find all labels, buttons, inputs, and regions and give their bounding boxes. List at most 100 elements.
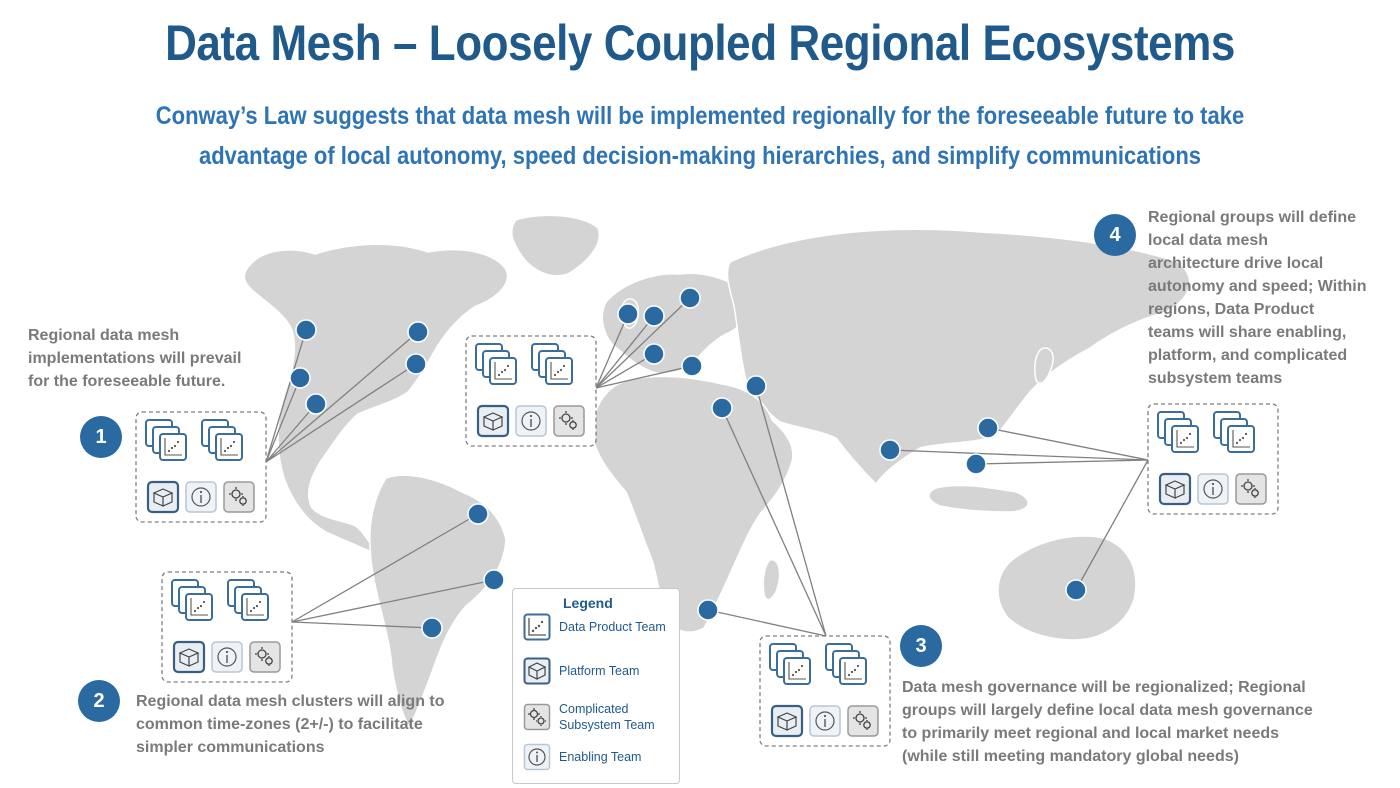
callout-4-line: autonomy and speed; Within <box>1148 278 1367 295</box>
connector-line <box>291 621 433 629</box>
callout-2-line: common time-zones (2+/-) to facilitate <box>136 716 423 733</box>
data-product-stack-icon <box>531 343 573 385</box>
callout-3-line: groups will largely define local data me… <box>902 702 1313 719</box>
complicated-subsystem-icon <box>1235 473 1267 505</box>
subtitle-line-1: Conway’s Law suggests that data mesh wil… <box>155 102 1245 130</box>
enabling-icon <box>523 743 551 771</box>
callout-3-line: Data mesh governance will be regionalize… <box>902 679 1306 696</box>
callout-4-line: Regional groups will define <box>1148 209 1357 226</box>
cluster-americas-south <box>161 571 293 683</box>
legend-label: Platform Team <box>559 664 640 678</box>
callout-1-line: for the foreseeable future. <box>28 373 226 390</box>
location-dots <box>289 287 1087 639</box>
legend-label: Enabling Team <box>559 750 642 764</box>
connector-line <box>265 363 417 463</box>
connector-line <box>1075 459 1149 591</box>
location-dot <box>643 343 665 365</box>
data-product-stack-icon <box>227 579 269 621</box>
asia-shape <box>726 228 1191 486</box>
south-america-shape <box>369 474 507 730</box>
cluster-africa <box>759 635 891 747</box>
callout-4-badge: 4 <box>1094 214 1136 256</box>
data-product-stack-icon <box>171 579 213 621</box>
callout-4-line: architecture drive local <box>1148 255 1324 272</box>
location-dot <box>679 287 701 309</box>
location-dot <box>295 319 317 341</box>
enabling-icon <box>515 405 547 437</box>
location-dot <box>1065 579 1087 601</box>
complicated-subsystem-icon <box>847 705 879 737</box>
connector-line <box>291 579 495 623</box>
callout-4-line: regions, Data Product <box>1148 301 1315 318</box>
callout-4-line: platform, and complicated <box>1148 347 1348 364</box>
complicated-subsystem-icon <box>223 481 255 513</box>
connector-line <box>707 609 827 637</box>
location-dot <box>745 375 767 397</box>
platform-icon <box>770 704 804 738</box>
madagascar-shape <box>762 559 781 601</box>
connector-line <box>265 331 419 463</box>
data-product-stack-icon <box>1213 411 1255 453</box>
callout-3-badge: 3 <box>900 625 942 667</box>
cluster-americas-north <box>135 411 267 523</box>
cluster-europe <box>465 335 597 447</box>
connector-line <box>291 513 479 623</box>
location-dot <box>407 321 429 343</box>
complicated-subsystem-icon <box>553 405 585 437</box>
legend-box: Legend Data Product Team Platform Team <box>512 588 680 784</box>
location-dot <box>421 617 443 639</box>
legend-item-data-product: Data Product Team <box>523 613 669 641</box>
callout-4-line: subsystem teams <box>1148 370 1283 387</box>
cluster-asia-pacific <box>1147 403 1279 515</box>
page-subtitle: Conway’s Law suggests that data mesh wil… <box>84 96 1316 176</box>
platform-icon <box>172 640 206 674</box>
location-dot <box>483 569 505 591</box>
location-dot <box>289 367 311 389</box>
callout-1-text: Regional data mesh implementations will … <box>28 324 241 393</box>
platform-icon <box>476 404 510 438</box>
callout-4-line: local data mesh <box>1148 232 1269 249</box>
enabling-icon <box>185 481 217 513</box>
callout-3-text: Data mesh governance will be regionalize… <box>902 676 1313 768</box>
complicated-subsystem-icon <box>249 641 281 673</box>
data-product-stack-icon <box>475 343 517 385</box>
connector-line <box>987 427 1149 461</box>
data-product-stack-icon <box>825 643 867 685</box>
enabling-icon <box>1197 473 1229 505</box>
callout-2-line: simpler communications <box>136 739 325 756</box>
callout-1-badge: 1 <box>80 416 122 458</box>
location-dot <box>617 303 639 325</box>
callout-3-line: (while still meeting mandatory global ne… <box>902 748 1239 765</box>
legend-label: Data Product Team <box>559 620 666 634</box>
location-dot <box>681 355 703 377</box>
connector-line <box>265 403 317 463</box>
page-title: Data Mesh – Loosely Coupled Regional Eco… <box>165 15 1235 71</box>
connector-lines <box>265 297 1149 637</box>
japan-shape <box>1034 347 1054 384</box>
connector-line <box>595 315 655 389</box>
enabling-icon <box>211 641 243 673</box>
complicated-subsystem-icon <box>523 703 551 731</box>
enabling-icon <box>809 705 841 737</box>
callout-2-line: Regional data mesh clusters will align t… <box>136 693 445 710</box>
legend-item-enabling: Enabling Team <box>523 743 669 771</box>
location-dot <box>643 305 665 327</box>
data-product-icon <box>523 613 551 641</box>
indonesia-shape <box>928 484 1029 513</box>
connector-line <box>595 313 629 389</box>
data-product-stack-icon <box>1157 411 1199 453</box>
callout-4-text: Regional groups will define local data m… <box>1148 206 1367 390</box>
connector-line <box>755 385 827 637</box>
greenland-shape <box>510 214 600 277</box>
location-dot <box>977 417 999 439</box>
legend-item-complicated-subsystem: Complicated Subsystem Team <box>523 701 669 733</box>
platform-icon <box>146 480 180 514</box>
location-dot <box>697 599 719 621</box>
connector-line <box>595 353 655 389</box>
legend-label: Complicated Subsystem Team <box>559 702 655 732</box>
location-dot <box>405 353 427 375</box>
callout-1-line: Regional data mesh <box>28 327 180 344</box>
location-dot <box>965 453 987 475</box>
